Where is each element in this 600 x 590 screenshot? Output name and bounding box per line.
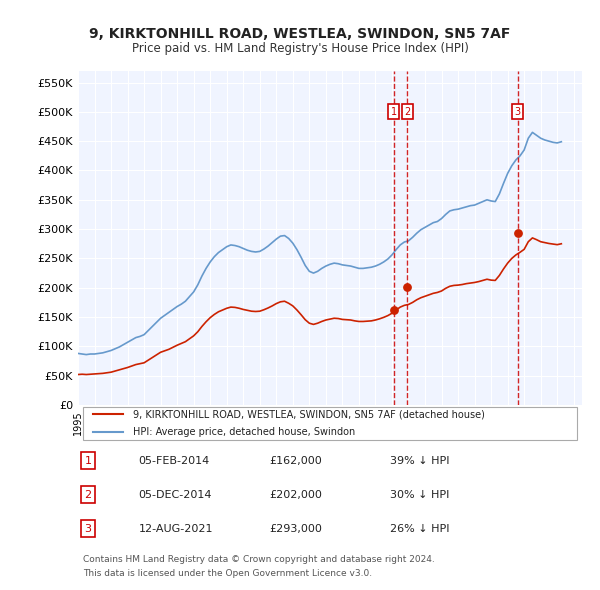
Text: 1: 1 bbox=[391, 107, 397, 117]
Text: Price paid vs. HM Land Registry's House Price Index (HPI): Price paid vs. HM Land Registry's House … bbox=[131, 42, 469, 55]
Text: Contains HM Land Registry data © Crown copyright and database right 2024.: Contains HM Land Registry data © Crown c… bbox=[83, 555, 435, 565]
Text: 30% ↓ HPI: 30% ↓ HPI bbox=[391, 490, 450, 500]
Text: 05-DEC-2014: 05-DEC-2014 bbox=[139, 490, 212, 500]
Text: 1: 1 bbox=[85, 455, 92, 466]
Text: HPI: Average price, detached house, Swindon: HPI: Average price, detached house, Swin… bbox=[133, 427, 356, 437]
Text: 05-FEB-2014: 05-FEB-2014 bbox=[139, 455, 210, 466]
Text: £162,000: £162,000 bbox=[269, 455, 322, 466]
Text: 26% ↓ HPI: 26% ↓ HPI bbox=[391, 524, 450, 534]
Text: 3: 3 bbox=[514, 107, 521, 117]
Text: 2: 2 bbox=[85, 490, 92, 500]
Text: 39% ↓ HPI: 39% ↓ HPI bbox=[391, 455, 450, 466]
Text: 12-AUG-2021: 12-AUG-2021 bbox=[139, 524, 213, 534]
Text: 2: 2 bbox=[404, 107, 410, 117]
Text: 9, KIRKTONHILL ROAD, WESTLEA, SWINDON, SN5 7AF: 9, KIRKTONHILL ROAD, WESTLEA, SWINDON, S… bbox=[89, 27, 511, 41]
Point bbox=[389, 305, 398, 314]
Text: 9, KIRKTONHILL ROAD, WESTLEA, SWINDON, SN5 7AF (detached house): 9, KIRKTONHILL ROAD, WESTLEA, SWINDON, S… bbox=[133, 409, 485, 419]
Point bbox=[403, 282, 412, 291]
Text: 3: 3 bbox=[85, 524, 92, 534]
Text: This data is licensed under the Open Government Licence v3.0.: This data is licensed under the Open Gov… bbox=[83, 569, 372, 578]
Text: £202,000: £202,000 bbox=[269, 490, 322, 500]
FancyBboxPatch shape bbox=[83, 407, 577, 440]
Text: £293,000: £293,000 bbox=[269, 524, 322, 534]
Point bbox=[513, 228, 523, 238]
